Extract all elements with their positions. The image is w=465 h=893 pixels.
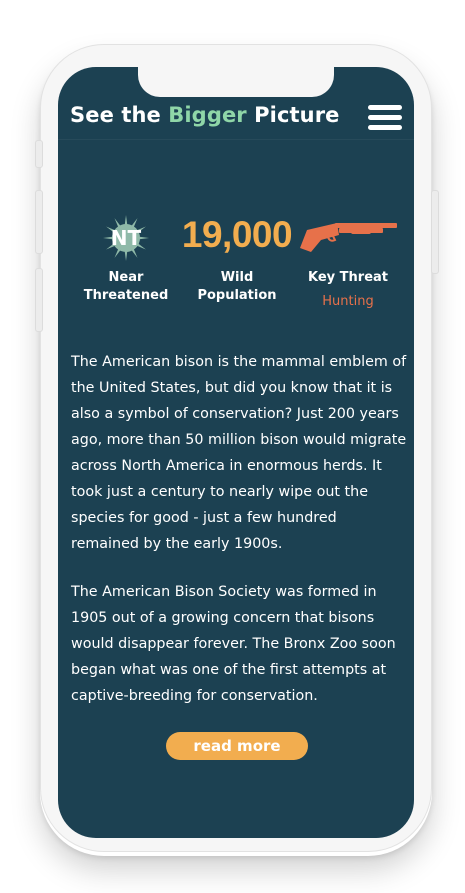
phone-side-button-volume-up (35, 190, 43, 254)
population-label-line-2: Population (197, 288, 277, 303)
population-label-line-1: Wild (220, 270, 254, 285)
hamburger-menu-icon[interactable] (368, 105, 404, 133)
shotgun-icon (299, 216, 399, 256)
phone-screen: See the Bigger Picture (58, 67, 414, 838)
app-header: See the Bigger Picture (58, 103, 414, 140)
stats-row: NT Near Threatened 19,000 Wild Populatio… (58, 212, 414, 322)
phone-side-button-power (431, 190, 439, 274)
title-part-1: See the (70, 103, 161, 127)
conservation-status-icon: NT (102, 214, 150, 262)
intro-paragraph: The American bison is the mammal emblem … (71, 354, 407, 552)
phone-side-button-mute (35, 140, 43, 168)
menu-bar-3 (368, 125, 402, 130)
menu-bar-2 (368, 115, 402, 120)
phone-side-button-volume-down (35, 268, 43, 332)
status-code: NT (110, 226, 142, 250)
phone-notch (138, 67, 334, 97)
threat-label: Key Threat (308, 270, 388, 285)
title-accent: Bigger (168, 103, 247, 127)
status-label-line-1: Near (108, 270, 144, 285)
status-label-line-2: Threatened (83, 288, 169, 303)
population-number: 19,000 (181, 214, 293, 255)
title-part-2: Picture (254, 103, 340, 127)
history-paragraph: The American Bison Society was formed in… (71, 584, 396, 704)
menu-bar-1 (368, 105, 402, 110)
read-more-button[interactable]: read more (166, 732, 308, 760)
page-title: See the Bigger Picture (70, 103, 340, 127)
threat-value: Hunting (322, 294, 374, 309)
